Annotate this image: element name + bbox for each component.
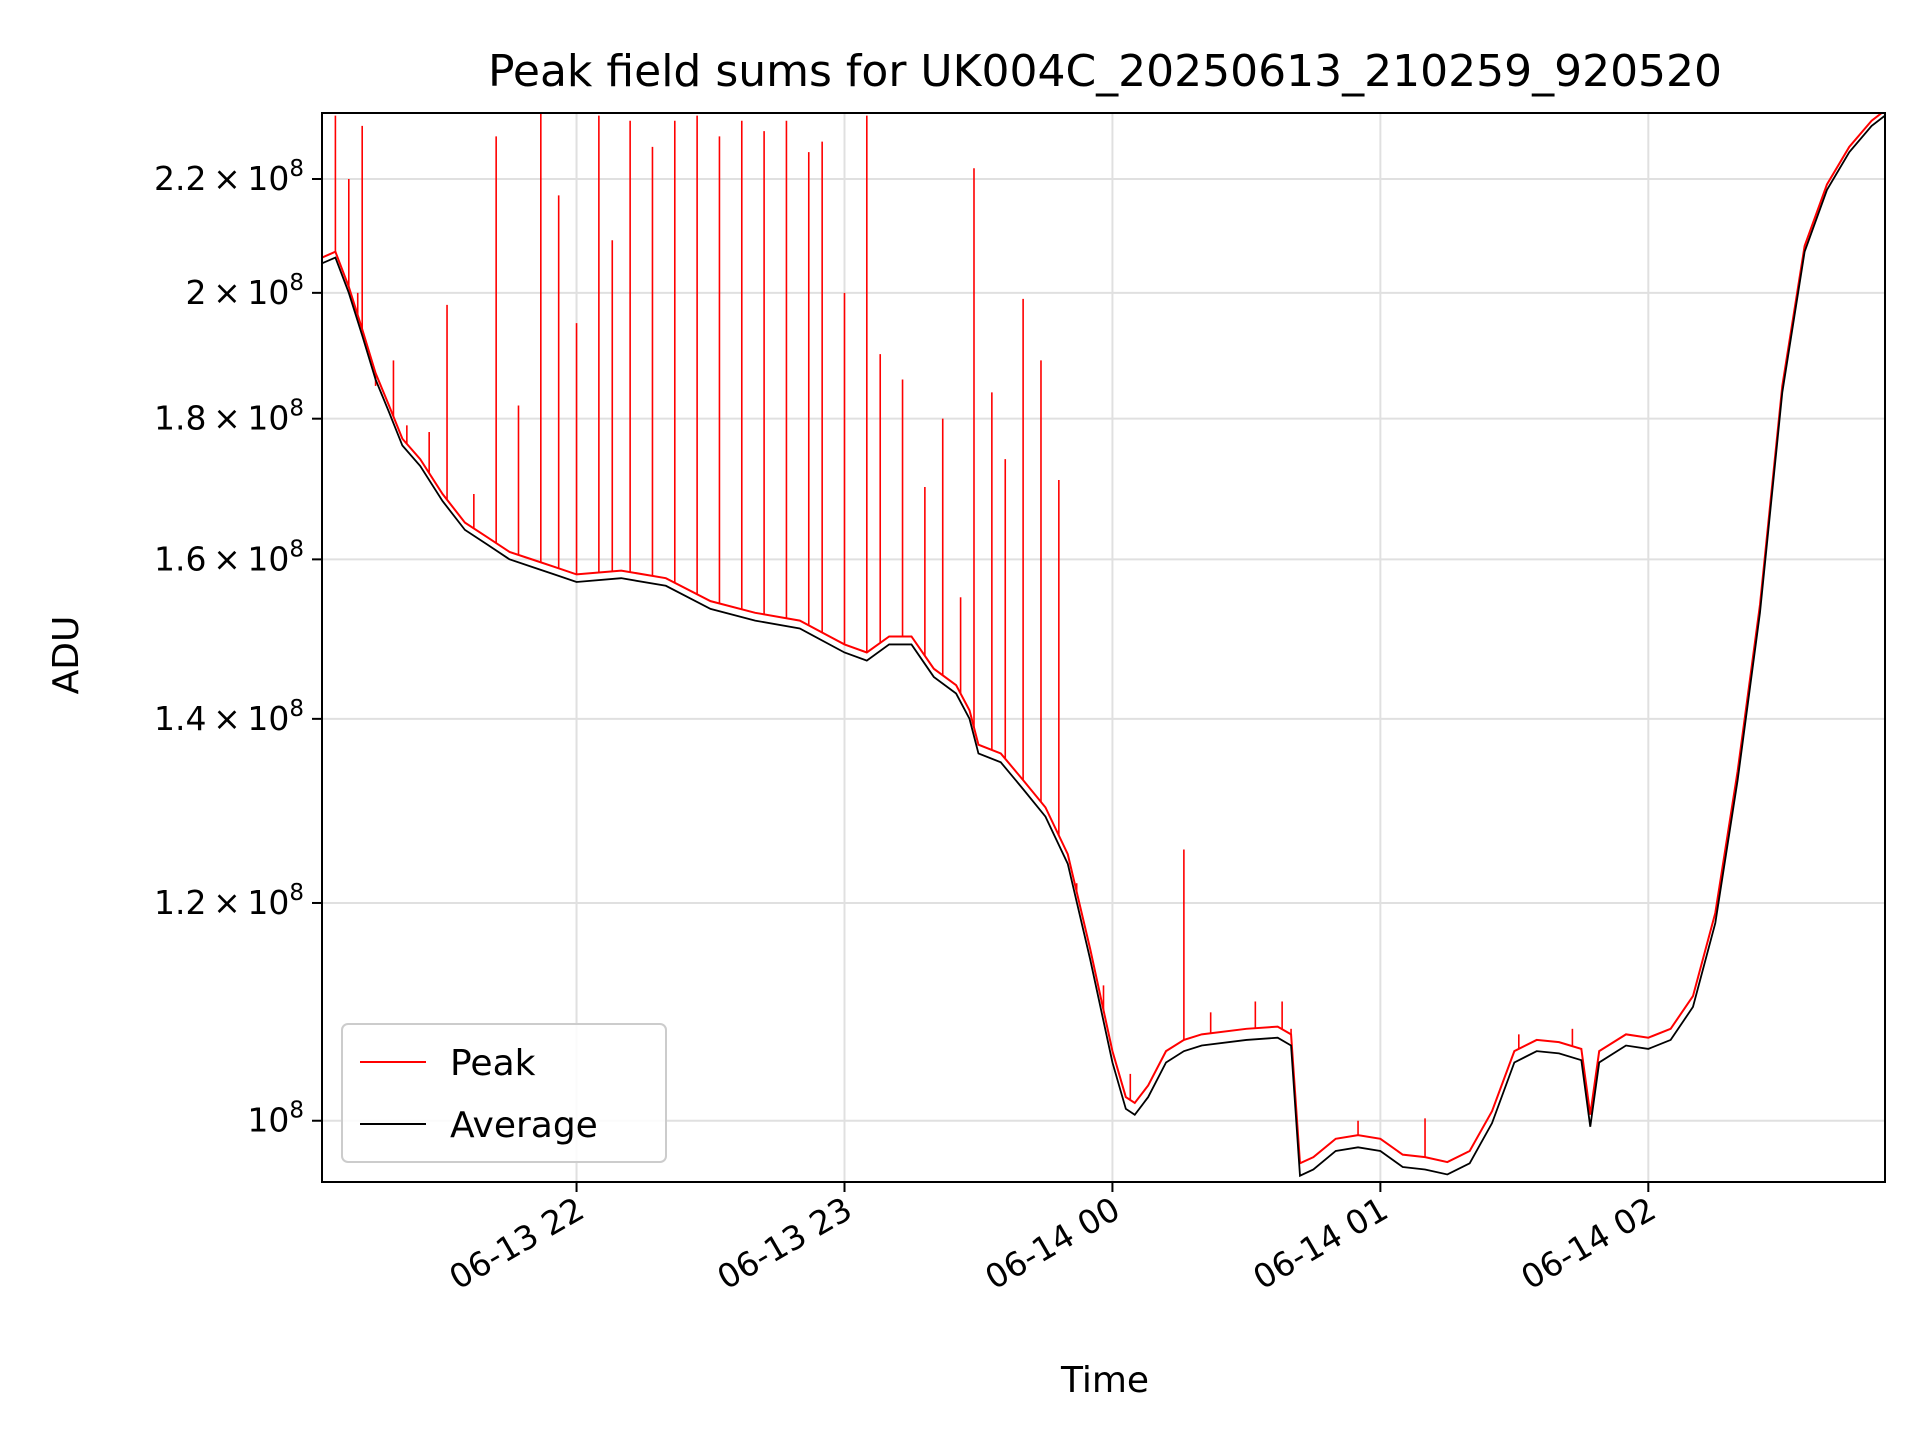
x-axis-title: Time [1060, 1360, 1149, 1401]
chart-title: Peak field sums for UK004C_20250613_2102… [488, 46, 1722, 97]
y-axis: 108 1.2 × 108 1.4 × 108 1.6 × 108 1.8 × 108 2… [154, 156, 322, 1140]
y-tick-label: 1.6 × 108 [154, 536, 304, 578]
x-tick-label: 06-14 02 [1514, 1189, 1662, 1297]
plot-frame [321, 112, 1886, 1183]
x-axis: 06-13 22 06-13 23 06-14 00 06-14 01 06-14 02 [443, 1182, 1662, 1297]
average-series-line [322, 114, 1885, 1178]
y-tick-label: 1.2 × 108 [154, 880, 304, 922]
x-tick-label: 06-13 23 [710, 1189, 858, 1297]
peak-series-line [322, 113, 1884, 1165]
y-tick-label: 2 × 108 [186, 270, 304, 312]
x-tick-label: 06-14 00 [978, 1189, 1126, 1297]
legend-box [341, 1023, 667, 1163]
legend-label: Peak [450, 1043, 536, 1084]
series-group [322, 113, 1885, 1178]
legend: Peak Average [341, 1023, 667, 1163]
y-axis-title: ADU [46, 616, 87, 695]
y-tick-label: 1.8 × 108 [154, 396, 304, 438]
legend-label: Average [450, 1105, 598, 1146]
x-tick-label: 06-14 01 [1246, 1189, 1394, 1297]
series-layer [322, 113, 1885, 1178]
y-tick-label: 108 [247, 1098, 304, 1140]
x-tick-label: 06-13 22 [443, 1189, 591, 1297]
y-tick-label: 2.2 × 108 [154, 156, 304, 198]
y-tick-label: 1.4 × 108 [154, 696, 304, 738]
